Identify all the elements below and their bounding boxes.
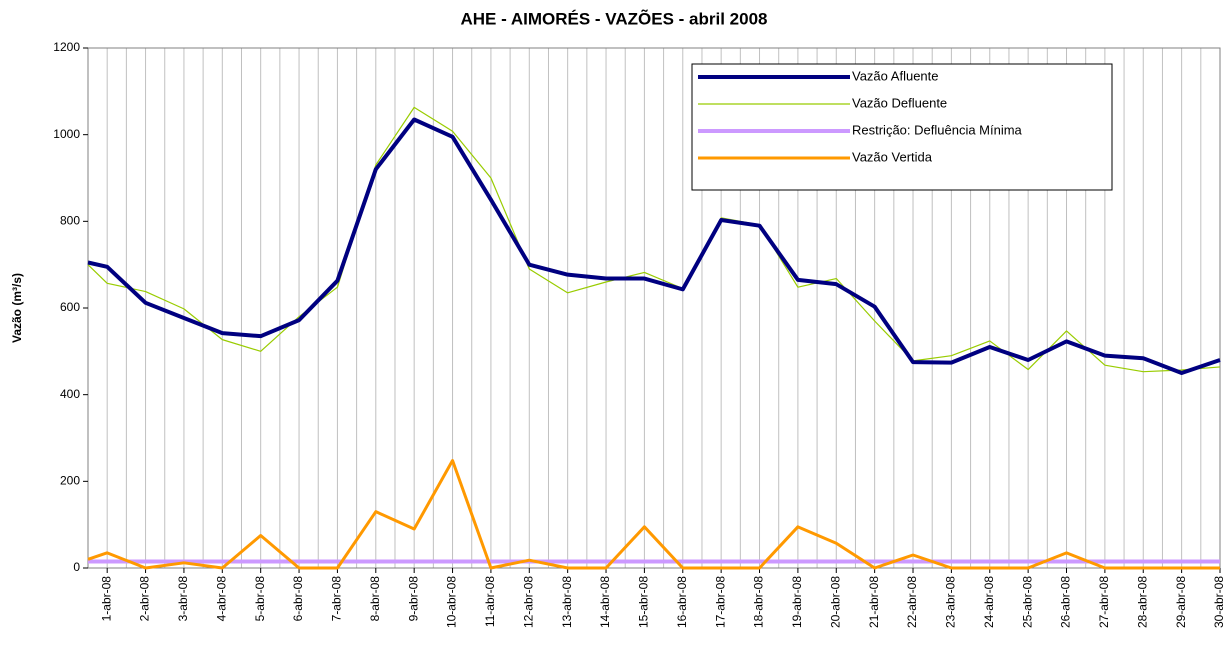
x-tick-label: 29-abr-08 bbox=[1174, 576, 1188, 628]
y-tick-label: 200 bbox=[60, 474, 80, 488]
x-tick-label: 17-abr-08 bbox=[713, 576, 727, 628]
x-tick-label: 22-abr-08 bbox=[905, 576, 919, 628]
x-tick-label: 8-abr-08 bbox=[368, 576, 382, 622]
x-tick-label: 27-abr-08 bbox=[1097, 576, 1111, 628]
chart-title: AHE - AIMORÉS - VAZÕES - abril 2008 bbox=[460, 8, 767, 28]
x-tick-label: 1-abr-08 bbox=[99, 576, 113, 622]
line-series bbox=[87, 117, 1221, 375]
legend-label: Vazão Afluente bbox=[852, 68, 939, 83]
x-tick-label: 19-abr-08 bbox=[790, 576, 804, 628]
x-tick-label: 28-abr-08 bbox=[1135, 576, 1149, 628]
x-tick-label: 20-abr-08 bbox=[828, 576, 842, 628]
x-tick-label: 14-abr-08 bbox=[598, 576, 612, 628]
x-tick-label: 11-abr-08 bbox=[483, 576, 497, 627]
legend-label: Vazão Vertida bbox=[852, 149, 933, 164]
legend-label: Restrição: Defluência Mínima bbox=[852, 122, 1023, 137]
x-tick-label: 10-abr-08 bbox=[445, 576, 459, 628]
x-tick-label: 13-abr-08 bbox=[560, 576, 574, 628]
y-tick-label: 1000 bbox=[53, 127, 80, 141]
y-tick-label: 600 bbox=[60, 300, 80, 314]
x-tick-label: 30-abr-08 bbox=[1212, 576, 1226, 628]
line-series bbox=[87, 459, 1220, 570]
legend-label: Vazão Defluente bbox=[852, 95, 947, 110]
x-tick-label: 15-abr-08 bbox=[637, 576, 651, 628]
x-tick-label: 21-abr-08 bbox=[867, 576, 881, 628]
x-tick-label: 18-abr-08 bbox=[752, 576, 766, 628]
x-tick-label: 5-abr-08 bbox=[253, 576, 267, 622]
legend-box bbox=[691, 63, 1113, 191]
x-tick-label: 16-abr-08 bbox=[675, 576, 689, 628]
y-tick-label: 800 bbox=[60, 214, 80, 228]
x-tick-label: 25-abr-08 bbox=[1020, 576, 1034, 628]
x-tick-label: 24-abr-08 bbox=[982, 576, 996, 628]
y-axis-label: Vazão (m³/s) bbox=[10, 273, 24, 343]
x-tick-label: 12-abr-08 bbox=[521, 576, 535, 628]
x-tick-label: 4-abr-08 bbox=[214, 576, 228, 622]
x-tick-label: 6-abr-08 bbox=[291, 576, 305, 622]
line-series bbox=[87, 106, 1221, 373]
x-tick-label: 9-abr-08 bbox=[406, 576, 420, 622]
x-tick-label: 2-abr-08 bbox=[138, 576, 152, 622]
x-tick-label: 23-abr-08 bbox=[944, 576, 958, 628]
y-tick-label: 0 bbox=[73, 560, 80, 574]
x-tick-label: 7-abr-08 bbox=[330, 576, 344, 622]
x-tick-label: 26-abr-08 bbox=[1059, 576, 1073, 628]
x-tick-label: 3-abr-08 bbox=[176, 576, 190, 622]
y-tick-label: 1200 bbox=[53, 40, 80, 54]
y-tick-label: 400 bbox=[60, 387, 80, 401]
